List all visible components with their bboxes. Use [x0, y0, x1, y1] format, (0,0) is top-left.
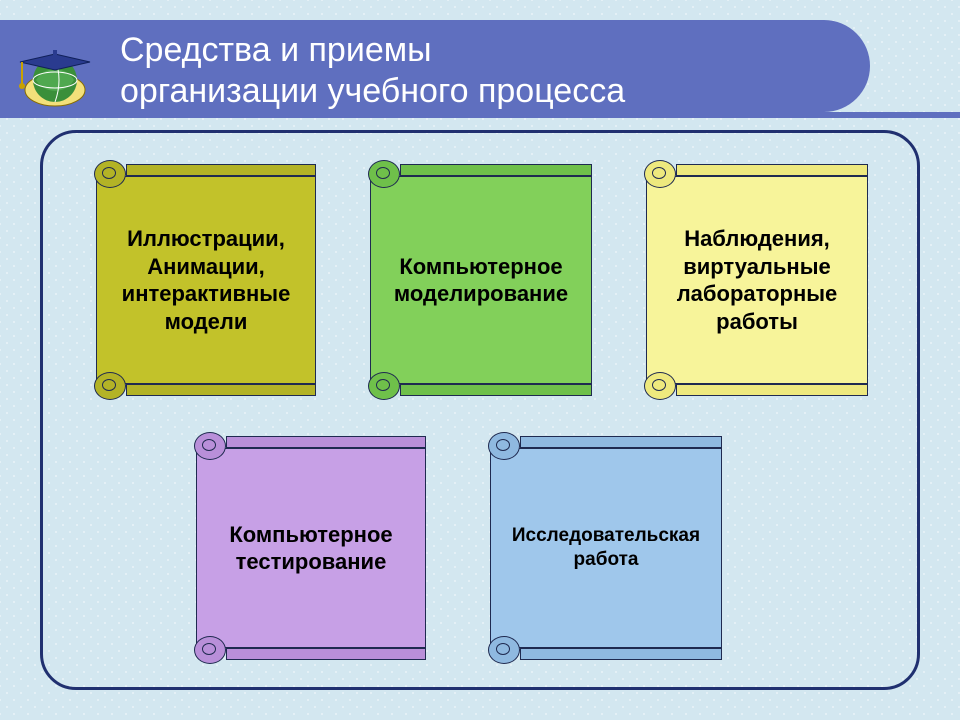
- scroll-rod-top: [676, 164, 868, 176]
- scroll-curl-icon: [194, 636, 226, 664]
- scroll-sheet: Иллюстрации, Анимации, интерактивные мод…: [96, 176, 316, 384]
- scroll-curl-icon: [368, 372, 400, 400]
- scroll-testing: Компьютерное тестирование: [196, 448, 426, 648]
- scroll-curl-icon: [94, 372, 126, 400]
- logo-icon: [10, 44, 100, 110]
- scroll-rod-bottom: [400, 384, 592, 396]
- scroll-curl-icon: [368, 160, 400, 188]
- scroll-rod-bottom: [676, 384, 868, 396]
- scroll-sheet: Компьютерное моделирование: [370, 176, 592, 384]
- scroll-rod-bottom: [126, 384, 316, 396]
- scroll-illustrations: Иллюстрации, Анимации, интерактивные мод…: [96, 176, 316, 384]
- scroll-curl-icon: [194, 432, 226, 460]
- scroll-curl-icon: [644, 372, 676, 400]
- scroll-observation: Наблюдения, виртуальные лабораторные раб…: [646, 176, 868, 384]
- scroll-curl-icon: [644, 160, 676, 188]
- scroll-label: Наблюдения, виртуальные лабораторные раб…: [677, 225, 838, 335]
- scroll-research: Исследовательская работа: [490, 448, 722, 648]
- scroll-rod-top: [226, 436, 426, 448]
- scroll-rod-top: [126, 164, 316, 176]
- scroll-rod-bottom: [226, 648, 426, 660]
- scroll-sheet: Наблюдения, виртуальные лабораторные раб…: [646, 176, 868, 384]
- scroll-curl-icon: [488, 636, 520, 664]
- scroll-modeling: Компьютерное моделирование: [370, 176, 592, 384]
- scroll-rod-bottom: [520, 648, 722, 660]
- scroll-label: Компьютерное тестирование: [229, 521, 392, 576]
- scroll-rod-top: [520, 436, 722, 448]
- scroll-curl-icon: [488, 432, 520, 460]
- slide: Средства и приемы организации учебного п…: [0, 0, 960, 720]
- title-underline: [0, 112, 960, 118]
- scroll-sheet: Исследовательская работа: [490, 448, 722, 648]
- scroll-curl-icon: [94, 160, 126, 188]
- scroll-label: Иллюстрации, Анимации, интерактивные мод…: [122, 225, 291, 335]
- scroll-sheet: Компьютерное тестирование: [196, 448, 426, 648]
- scroll-label: Компьютерное моделирование: [394, 253, 568, 308]
- slide-title: Средства и приемы организации учебного п…: [120, 30, 840, 112]
- title-bar: Средства и приемы организации учебного п…: [0, 20, 960, 112]
- scroll-label: Исследовательская работа: [512, 524, 700, 572]
- scroll-rod-top: [400, 164, 592, 176]
